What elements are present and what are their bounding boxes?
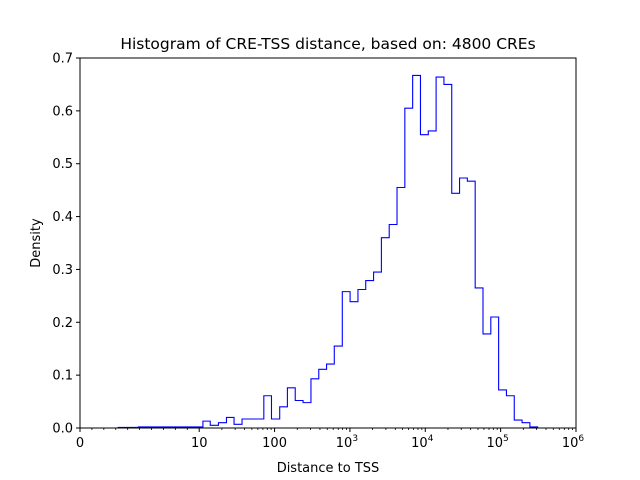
x-axis-title: Distance to TSS: [277, 461, 380, 476]
plot-frame: [79, 57, 577, 429]
y-tick-label: 0.4: [52, 210, 73, 225]
chart-title: Histogram of CRE-TSS distance, based on:…: [120, 35, 535, 53]
y-tick-label: 0.1: [52, 369, 73, 384]
x-tick-exponent: 3: [352, 434, 358, 444]
x-tick-label: 100: [262, 436, 287, 451]
x-tick-exponent: 6: [578, 434, 584, 444]
histogram-step-line: [105, 74, 554, 429]
x-tick-label: 0: [76, 436, 84, 451]
x-axis-ticks: 0 10 100 103 104 105 106: [76, 428, 584, 451]
y-axis-ticks: 0.0 0.1 0.2 0.3 0.4 0.5 0.6 0.7: [52, 52, 80, 437]
y-tick-label: 0.6: [52, 104, 73, 119]
y-tick-label: 0.0: [52, 422, 73, 437]
y-tick-label: 0.5: [52, 157, 73, 172]
y-axis-title: Density: [29, 218, 44, 268]
x-tick-label: 10: [191, 436, 208, 451]
y-tick-label: 0.3: [52, 263, 73, 278]
y-tick-label: 0.7: [52, 52, 73, 67]
x-tick-exponent: 4: [428, 434, 434, 444]
y-tick-label: 0.2: [52, 316, 73, 331]
x-tick-exponent: 5: [503, 434, 509, 444]
histogram-bars: [105, 74, 554, 429]
plot-area: [80, 58, 576, 428]
